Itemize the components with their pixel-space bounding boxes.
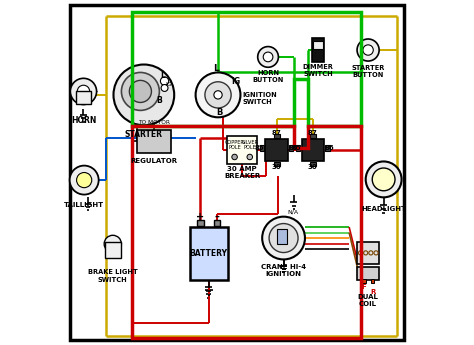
Bar — [310, 134, 316, 138]
Circle shape — [262, 217, 305, 259]
Text: IGNITION
SWITCH: IGNITION SWITCH — [243, 92, 278, 105]
Bar — [227, 136, 257, 164]
Circle shape — [263, 52, 273, 62]
Text: 85: 85 — [255, 145, 264, 151]
Text: F: F — [361, 284, 365, 290]
Circle shape — [214, 91, 222, 99]
Circle shape — [205, 82, 231, 108]
Bar — [289, 145, 293, 151]
Text: SILVER
POLE: SILVER POLE — [241, 139, 258, 150]
Circle shape — [363, 45, 374, 55]
Circle shape — [104, 235, 121, 253]
Circle shape — [365, 161, 401, 197]
Text: 86: 86 — [289, 145, 298, 151]
Text: DUAL
COIL: DUAL COIL — [358, 294, 379, 307]
Circle shape — [232, 154, 237, 160]
Bar — [312, 38, 324, 62]
Text: IG: IG — [232, 77, 241, 86]
Circle shape — [269, 224, 298, 253]
Text: B: B — [216, 108, 223, 117]
Text: 86: 86 — [325, 145, 335, 151]
Bar — [371, 279, 374, 283]
Circle shape — [161, 85, 168, 91]
Text: N/A: N/A — [288, 210, 299, 215]
Circle shape — [121, 72, 159, 110]
Circle shape — [70, 78, 97, 105]
Text: IG: IG — [165, 82, 172, 87]
Text: L: L — [213, 64, 219, 73]
Text: L: L — [160, 71, 165, 80]
Text: TO MOTOR: TO MOTOR — [138, 120, 170, 125]
Circle shape — [372, 168, 395, 191]
Circle shape — [160, 77, 169, 85]
Bar — [76, 91, 91, 104]
Bar — [273, 134, 280, 138]
Text: B: B — [156, 96, 162, 105]
Text: R: R — [370, 289, 375, 295]
Text: COPPER
POLE: COPPER POLE — [225, 139, 245, 150]
Bar — [190, 227, 228, 280]
Text: 30 AMP
BREAKER: 30 AMP BREAKER — [224, 166, 260, 179]
Bar — [296, 145, 301, 151]
Text: –: – — [215, 212, 219, 222]
Circle shape — [113, 65, 174, 125]
Circle shape — [196, 72, 240, 117]
Bar — [357, 267, 379, 280]
Text: HORN
BUTTON: HORN BUTTON — [252, 70, 284, 83]
Bar — [260, 145, 264, 151]
Bar — [357, 242, 379, 264]
Circle shape — [247, 154, 253, 160]
Text: STARTER: STARTER — [125, 130, 163, 139]
Bar — [265, 139, 288, 161]
Bar — [326, 145, 329, 151]
Bar — [137, 130, 172, 152]
Text: REGULATOR: REGULATOR — [131, 158, 178, 165]
Circle shape — [70, 166, 99, 195]
Bar — [313, 41, 323, 49]
Circle shape — [77, 85, 90, 98]
Text: DIMMER
SWITCH: DIMMER SWITCH — [302, 64, 334, 77]
Bar — [197, 220, 203, 226]
Text: 87: 87 — [308, 130, 318, 136]
Bar — [310, 162, 316, 166]
Text: STARTER
BUTTON: STARTER BUTTON — [351, 65, 385, 78]
Text: CRANE HI-4
IGNITION: CRANE HI-4 IGNITION — [261, 264, 306, 277]
Bar — [214, 220, 220, 226]
Circle shape — [77, 172, 92, 188]
Text: HORN: HORN — [71, 116, 96, 125]
Text: 30: 30 — [272, 165, 282, 170]
Text: 87: 87 — [272, 130, 282, 136]
Bar — [362, 279, 365, 283]
Text: 85: 85 — [291, 145, 301, 151]
Bar — [105, 243, 121, 258]
Text: TAILLIGHT: TAILLIGHT — [64, 202, 104, 208]
Bar — [273, 162, 280, 166]
Circle shape — [129, 80, 151, 102]
Circle shape — [258, 47, 278, 67]
Bar — [301, 139, 324, 161]
Circle shape — [357, 39, 379, 61]
Text: BRAKE LIGHT
SWITCH: BRAKE LIGHT SWITCH — [88, 269, 137, 283]
Text: BATTERY: BATTERY — [190, 249, 228, 258]
Bar — [277, 229, 287, 244]
Text: 30: 30 — [308, 165, 318, 170]
Text: HEADLIGHT: HEADLIGHT — [361, 206, 406, 212]
Text: +: + — [196, 212, 204, 222]
